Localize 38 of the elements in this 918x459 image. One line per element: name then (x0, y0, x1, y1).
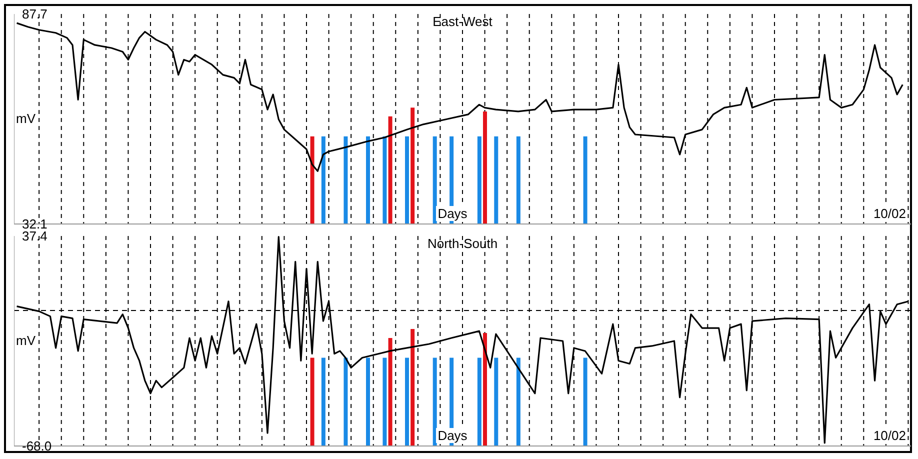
bar (321, 136, 326, 224)
bar (388, 338, 392, 446)
bar (583, 136, 588, 224)
y-axis-title: mV (16, 111, 36, 126)
y-tick-label: -68.0 (22, 438, 52, 454)
bar (477, 136, 482, 224)
y-tick-label: 87.7 (22, 6, 48, 22)
chart-title: East-West (432, 14, 492, 29)
bar (382, 136, 387, 224)
bar (344, 136, 348, 224)
bar (344, 358, 348, 446)
bar (382, 358, 387, 446)
bar (388, 116, 392, 224)
bar (483, 111, 487, 224)
y-axis-title: mV (16, 333, 36, 348)
bar (310, 136, 314, 224)
bar (321, 358, 326, 446)
x-axis-title: Days (436, 428, 470, 443)
bar (405, 136, 409, 224)
bar (494, 358, 498, 446)
chart-title: North-South (427, 236, 498, 251)
x-axis-title: Days (436, 206, 470, 221)
bar (516, 136, 520, 224)
bar (516, 358, 520, 446)
bar (583, 358, 588, 446)
bar (405, 358, 409, 446)
bar (310, 358, 314, 446)
annotation: 10/02 (872, 428, 907, 443)
bar (477, 358, 482, 446)
bar (483, 333, 487, 446)
bar (366, 358, 370, 446)
annotation: 10/02 (872, 206, 907, 221)
bar (494, 136, 498, 224)
bar (432, 136, 437, 224)
bar (366, 136, 370, 224)
bar (410, 108, 415, 224)
bar (432, 358, 437, 446)
bar (410, 329, 415, 446)
